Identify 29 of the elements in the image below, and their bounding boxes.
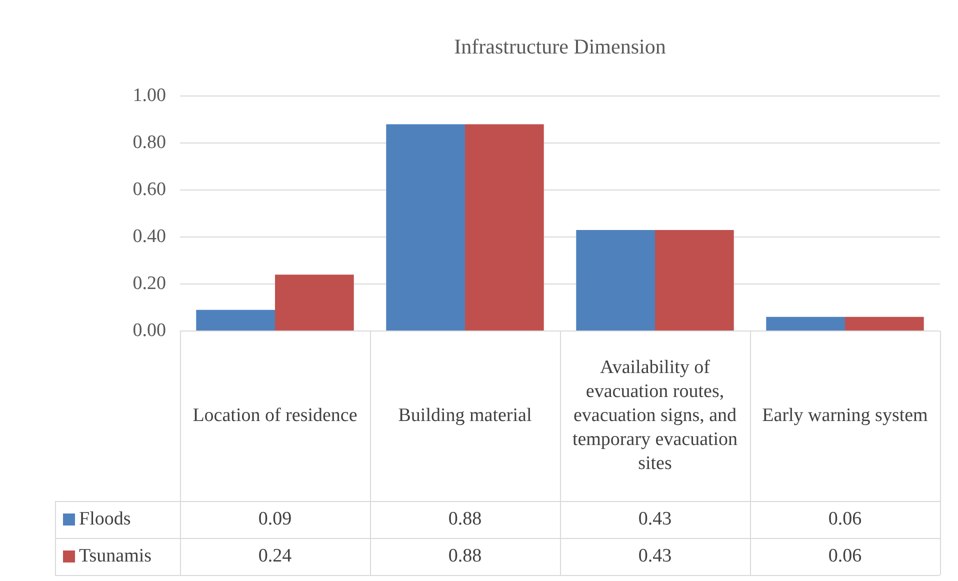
legend-label: Tsunamis: [79, 545, 152, 566]
y-tick-label: 0.00: [132, 320, 166, 341]
data-label: 0.88: [448, 545, 482, 566]
bar: [465, 124, 544, 330]
data-label: 0.43: [638, 545, 672, 566]
data-label: 0.06: [828, 545, 862, 566]
y-tick-label: 1.00: [132, 84, 166, 106]
bar: [275, 274, 354, 330]
bar: [576, 230, 655, 330]
x-tick-label: Location of residence: [192, 404, 358, 426]
data-label: 0.43: [638, 508, 672, 530]
chart-title: Infrastructure Dimension: [454, 34, 666, 59]
data-label: 0.09: [258, 508, 292, 530]
legend-label: Floods: [79, 508, 131, 530]
x-tick-label: Early warning system: [762, 404, 928, 426]
y-tick-label: 0.60: [132, 178, 166, 200]
bar: [845, 316, 924, 330]
y-tick-label: 0.40: [132, 226, 166, 247]
bar: [766, 316, 845, 330]
data-label: 0.88: [448, 508, 482, 530]
bar: [386, 124, 465, 330]
data-label: 0.24: [258, 545, 292, 566]
x-tick-label: Building material: [398, 404, 532, 426]
data-label: 0.06: [828, 508, 862, 530]
y-tick-label: 0.20: [132, 272, 166, 294]
y-tick-label: 0.80: [132, 132, 166, 153]
bar: [655, 230, 734, 330]
bar: [196, 310, 275, 330]
x-tick-label: Availability of evacuation routes, evacuation signs, and temporary evacuation sites: [572, 356, 738, 474]
